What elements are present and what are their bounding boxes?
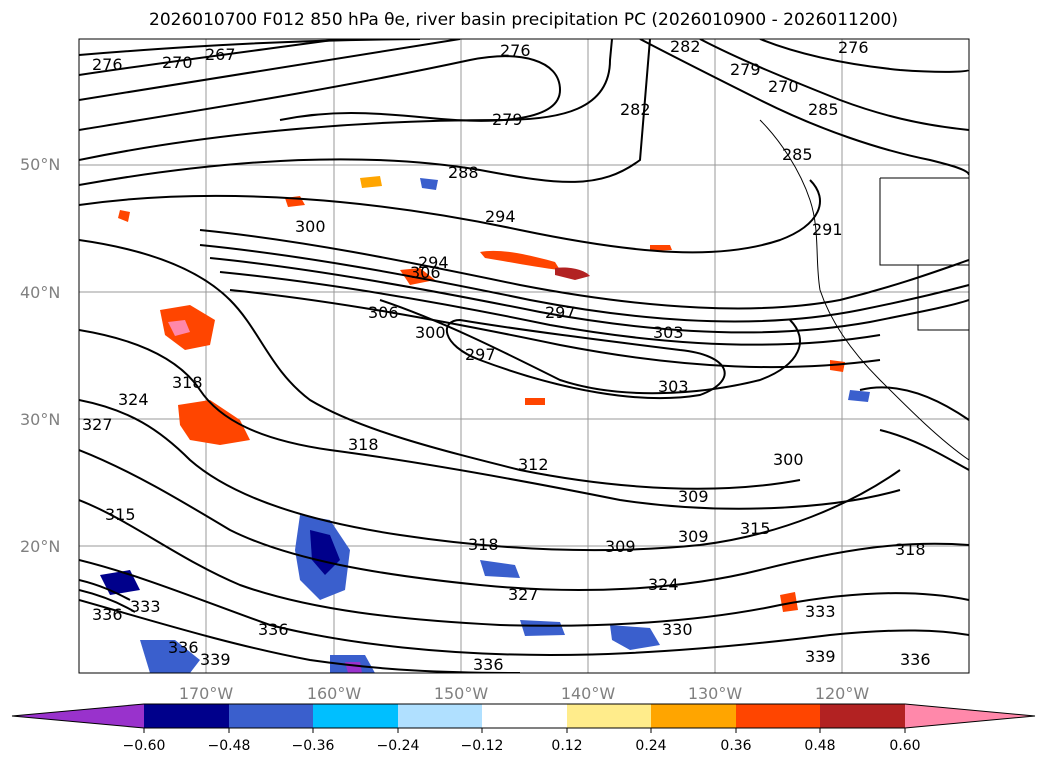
- contour-label: 279: [730, 60, 761, 79]
- lon-label-120w: 120°W: [814, 684, 870, 703]
- lat-label-20n: 20°N: [20, 537, 61, 556]
- map-frame: [78, 38, 970, 674]
- colorbar-segment: [820, 704, 905, 728]
- colorbar-tick: −0.36: [291, 738, 335, 754]
- contour-label: 300: [773, 450, 804, 469]
- contour-label: 309: [678, 527, 709, 546]
- contour-label: 336: [258, 620, 289, 639]
- contour-label: 324: [118, 390, 149, 409]
- contour-label: 336: [168, 638, 199, 657]
- contour-label: 327: [82, 415, 113, 434]
- contour-labels: 267 270 276 276 276 279 282 282 279 270 …: [82, 37, 931, 674]
- lon-label-140w: 140°W: [560, 684, 616, 703]
- map-panel: [79, 39, 969, 673]
- contour-label: 336: [92, 605, 123, 624]
- contour-label: 300: [415, 323, 446, 342]
- contour-label: 300: [295, 217, 326, 236]
- contour-label: 270: [768, 77, 799, 96]
- contour-label: 312: [518, 455, 549, 474]
- theta-e-contours: [79, 39, 969, 673]
- lat-label-40n: 40°N: [20, 283, 61, 302]
- colorbar-extend-left: [12, 704, 144, 728]
- contour-label: 318: [895, 540, 926, 559]
- coastline: [759, 119, 969, 461]
- colorbar-segment: [398, 704, 482, 728]
- contour-label: 294: [418, 253, 449, 272]
- contour-label: 306: [410, 263, 441, 282]
- contour-label: 330: [662, 620, 693, 639]
- contour-label: 297: [465, 345, 496, 364]
- contour-label: 282: [620, 100, 651, 119]
- colorbar-segment: [567, 704, 651, 728]
- lat-label-30n: 30°N: [20, 410, 61, 429]
- contour-label: 270: [162, 53, 193, 72]
- lon-label-160w: 160°W: [306, 684, 362, 703]
- lat-label-50n: 50°N: [20, 155, 61, 174]
- contour-label: 333: [805, 602, 836, 621]
- colorbar-segment: [229, 704, 313, 728]
- contour-label: 336: [473, 655, 504, 674]
- contour-label: 279: [492, 110, 523, 129]
- contour-label: 318: [172, 373, 203, 392]
- contour-label: 309: [678, 487, 709, 506]
- contour-label: 306: [368, 303, 399, 322]
- colorbar-tick: −0.12: [460, 738, 504, 754]
- colorbar-tick: −0.48: [207, 738, 251, 754]
- contour-label: 276: [92, 55, 123, 74]
- contour-label: 339: [805, 647, 836, 666]
- lon-label-150w: 150°W: [433, 684, 489, 703]
- contour-label: 285: [808, 100, 839, 119]
- contour-label: 288: [448, 163, 479, 182]
- colorbar-tick: 0.60: [889, 738, 921, 754]
- contour-label: 324: [648, 575, 679, 594]
- contour-label: 267: [205, 45, 236, 64]
- map-title: 2026010700 F012 850 hPa θe, river basin …: [149, 10, 898, 30]
- contour-label: 309: [605, 537, 636, 556]
- contour-label: 282: [670, 37, 701, 56]
- colorbar-segment: [482, 704, 567, 728]
- contour-label: 294: [485, 207, 516, 226]
- colorbar-segment: [651, 704, 736, 728]
- lon-label-130w: 130°W: [687, 684, 743, 703]
- contour-label: 291: [812, 220, 843, 239]
- contour-label: 303: [653, 323, 684, 342]
- contour-label: 315: [105, 505, 136, 524]
- colorbar: [11, 703, 1036, 733]
- colorbar-segment: [313, 704, 398, 728]
- colorbar-tick: −0.60: [122, 738, 166, 754]
- colorbar-tick: 0.36: [720, 738, 752, 754]
- colorbar-extend-right: [905, 704, 1035, 728]
- lon-label-170w: 170°W: [178, 684, 234, 703]
- colorbar-segment: [144, 704, 229, 728]
- contour-label: 333: [130, 597, 161, 616]
- colorbar-segment: [736, 704, 820, 728]
- contour-label: 318: [468, 535, 499, 554]
- colorbar-tick: 0.12: [551, 738, 583, 754]
- contour-label: 318: [348, 435, 379, 454]
- contour-label: 276: [500, 41, 531, 60]
- contour-label: 327: [508, 585, 539, 604]
- contour-label: 276: [838, 38, 869, 57]
- contour-label: 285: [782, 145, 813, 164]
- colorbar-tick: 0.24: [635, 738, 667, 754]
- contour-label: 339: [200, 650, 231, 669]
- contour-label: 315: [740, 519, 771, 538]
- contour-label: 336: [900, 650, 931, 669]
- contour-label: 303: [658, 377, 689, 396]
- colorbar-tick: 0.48: [804, 738, 836, 754]
- contour-label: 297: [545, 303, 576, 322]
- colorbar-tick: −0.24: [376, 738, 420, 754]
